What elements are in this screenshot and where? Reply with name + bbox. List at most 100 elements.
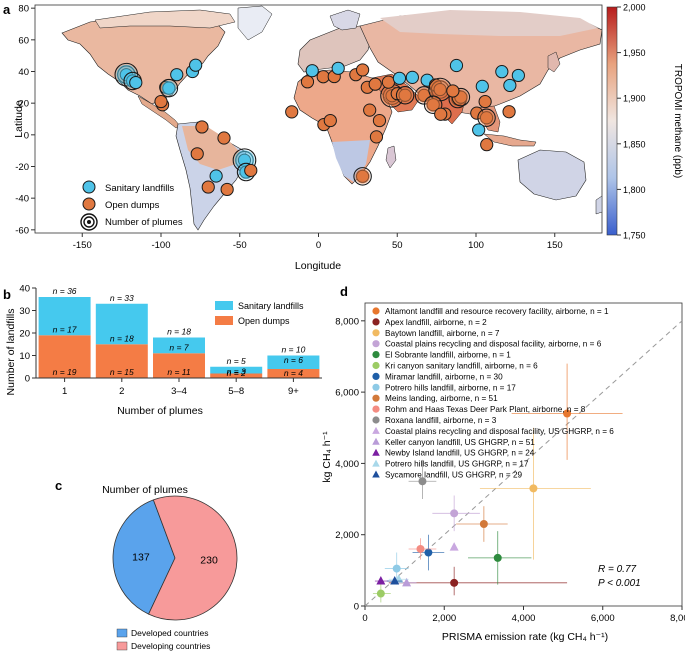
map-y-tick-label: 40 xyxy=(18,67,29,78)
map-y-tick-label: 0 xyxy=(24,130,29,141)
plume-ring xyxy=(477,108,496,127)
plume-ring xyxy=(475,79,489,93)
bar-sanitary-label: n = 3 xyxy=(227,366,246,376)
plume-ring xyxy=(478,94,492,109)
bar-sanitary-label: n = 6 xyxy=(284,355,303,365)
map-y-tick-label: 20 xyxy=(18,99,29,110)
legend-entry-label: Rohm and Haas Texas Deer Park Plant, air… xyxy=(385,405,586,414)
d-y-tick-label: 6,000 xyxy=(335,388,359,399)
d-x-axis-label: PRISMA emission rate (kg CH₄ h⁻¹) xyxy=(442,631,608,643)
map-y-tick-label: 80 xyxy=(18,4,29,15)
legend-entry-label: Sycamore landfill, US GHGRP, n = 29 xyxy=(385,471,522,480)
b-x-tick-label: 9+ xyxy=(288,386,299,397)
marker-fill xyxy=(161,80,177,96)
bar-total-label: n = 10 xyxy=(281,345,305,355)
b-legend-open-label: Open dumps xyxy=(238,316,290,326)
panel-letter-c: c xyxy=(55,478,62,493)
open-dump-marker xyxy=(201,180,215,194)
panel-a-map: -150 -100 -50 0 50 100 150 -60 -40 -20 0 20 40 60 80 L… xyxy=(13,3,683,273)
open-dump-marker xyxy=(220,182,234,197)
marker-fill xyxy=(479,110,495,126)
scatter-point xyxy=(511,363,623,460)
plume-ring xyxy=(159,78,179,98)
open-dump-marker xyxy=(323,113,337,128)
legend-marker-circle xyxy=(372,405,380,413)
legend-marker-circle xyxy=(372,318,380,326)
point-marker-circle xyxy=(376,589,385,598)
b-y-tick-label: 0 xyxy=(25,374,30,385)
legend-marker-triangle xyxy=(372,470,380,478)
colorbar: 1,750 1,800 1,850 1,900 1,950 2,000 TROPOMI m… xyxy=(606,3,683,241)
b-x-tick-label: 5–8 xyxy=(228,386,244,397)
colorbar-tick-label: 1,750 xyxy=(623,231,646,241)
scatter-point xyxy=(449,542,459,551)
point-marker-circle xyxy=(450,578,459,587)
panel-letter-d: d xyxy=(340,284,348,299)
open-dump-marker xyxy=(372,113,387,128)
landmass-madagascar xyxy=(385,145,397,169)
b-legend-sanitary-label: Sanitary landfills xyxy=(238,301,304,311)
plume-ring xyxy=(170,68,184,82)
d-x-tick-label: 0 xyxy=(362,613,367,624)
b-x-tick-label: 3–4 xyxy=(171,386,187,397)
point-marker-circle xyxy=(450,509,459,518)
b-axes: 0 10 20 30 40 1 2 3–4 5–8 9+ xyxy=(19,284,322,397)
colorbar-tick-label: 1,900 xyxy=(623,94,646,104)
colorbar-label: TROPOMI methane (ppb) xyxy=(672,64,683,178)
b-y-tick-label: 40 xyxy=(19,284,30,295)
legend-entry-label: Keller canyon landfill, US GHGRP, n = 51 xyxy=(385,438,535,447)
point-marker-circle xyxy=(563,409,572,418)
plume-ring xyxy=(220,182,234,197)
colorbar-tick-label: 1,800 xyxy=(623,185,646,195)
map-x-tick-label: 50 xyxy=(392,240,403,251)
d-legend: Altamont landfill and resource recovery … xyxy=(372,307,614,480)
legend-marker-triangle xyxy=(372,459,380,467)
map-x-axis-label: Longitude xyxy=(295,260,341,272)
plume-ring xyxy=(472,123,486,137)
sanitary-landfill-marker xyxy=(392,71,407,85)
b-y-tick-label: 30 xyxy=(19,306,30,317)
legend-plume-ring-mid xyxy=(83,216,95,228)
open-dump-marker xyxy=(477,108,496,127)
legend-entry-label: Potrero hills landfill, US GHGRP, n = 17 xyxy=(385,460,529,469)
map-legend: Sanitary landfills Open dumps Number of … xyxy=(80,180,183,231)
sanitary-landfill-marker xyxy=(209,169,223,183)
d-x-tick-label: 2,000 xyxy=(432,613,456,624)
sanitary-landfill-marker xyxy=(305,64,319,78)
c-legend-developing-swatch xyxy=(116,641,128,651)
map-x-tick-label: 150 xyxy=(547,240,563,251)
legend-sanitary-marker xyxy=(82,180,96,194)
bar-open-label: n = 4 xyxy=(284,368,303,378)
colorbar-tick-label: 1,850 xyxy=(623,139,646,149)
d-y-axis-label: kg CH₄ h⁻¹ xyxy=(321,431,333,483)
sanitary-landfill-marker xyxy=(159,78,179,98)
plume-ring xyxy=(323,113,337,128)
map-y-tick-label: -60 xyxy=(15,225,29,236)
bar-total-label: n = 36 xyxy=(53,286,77,296)
legend-marker-circle xyxy=(372,361,380,370)
bar-sanitary-label: n = 18 xyxy=(110,333,134,343)
point-marker-triangle xyxy=(449,542,459,551)
bar-total-label: n = 5 xyxy=(227,356,246,366)
d-plot-area xyxy=(364,302,683,607)
colorbar-ticks: 1,750 1,800 1,850 1,900 1,950 2,000 xyxy=(617,3,646,241)
plume-ring xyxy=(305,64,319,78)
open-dump-marker xyxy=(285,105,299,119)
bar-open-dumps xyxy=(95,344,148,378)
landmass-greenland xyxy=(237,5,273,41)
landmass-australia xyxy=(517,149,587,201)
pie-slice-developed xyxy=(112,499,176,615)
legend-entry-label: Roxana landfill, airborne, n = 3 xyxy=(385,416,497,425)
d-annotation-r: R = 0.77 xyxy=(598,564,637,575)
plume-ring xyxy=(201,180,215,194)
plume-ring xyxy=(449,58,464,73)
legend-marker-circle xyxy=(372,329,380,337)
open-dump-marker xyxy=(316,70,330,84)
open-dump-marker xyxy=(368,77,382,91)
map-y-tick-label: -20 xyxy=(15,162,29,173)
c-legend-developed-swatch xyxy=(116,628,128,638)
plume-ring xyxy=(217,131,231,145)
legend-entry-label: El Sobrante landfill, airborne, n = 1 xyxy=(385,351,511,360)
sanitary-landfill-marker xyxy=(503,78,517,93)
scatter-point xyxy=(396,577,417,587)
